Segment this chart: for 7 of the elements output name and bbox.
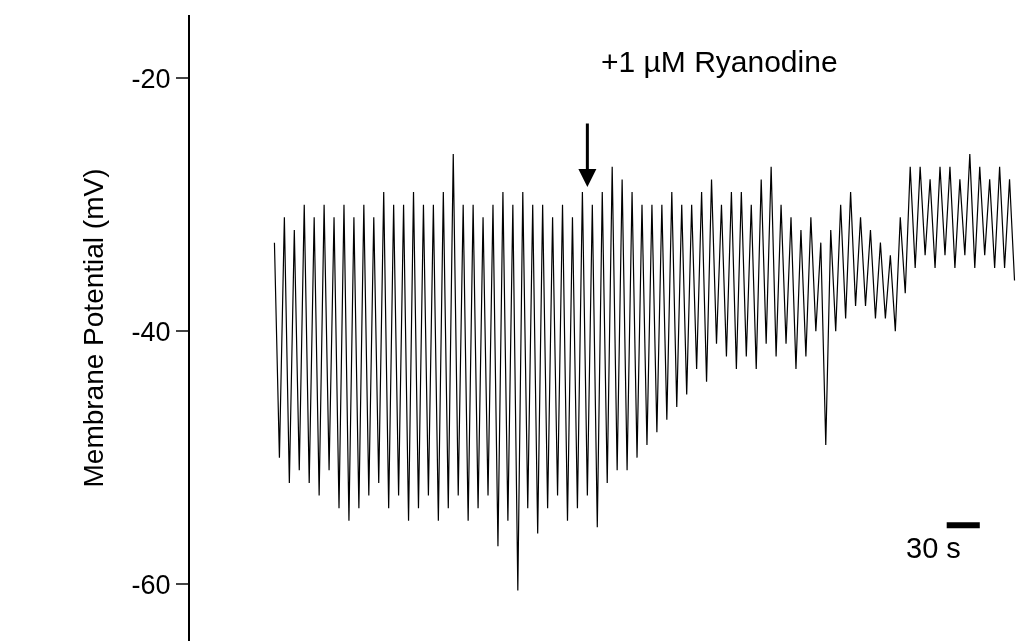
- y-axis-title: Membrane Potential (mV): [77, 168, 109, 488]
- y-tick-label: -20: [131, 63, 171, 94]
- y-tick-label: -40: [131, 316, 171, 347]
- annotation: +1 µM Ryanodine: [601, 45, 838, 78]
- line-series: [273, 153, 1016, 592]
- y-tick-label: -60: [131, 569, 171, 600]
- annotation: 30 s: [906, 532, 961, 564]
